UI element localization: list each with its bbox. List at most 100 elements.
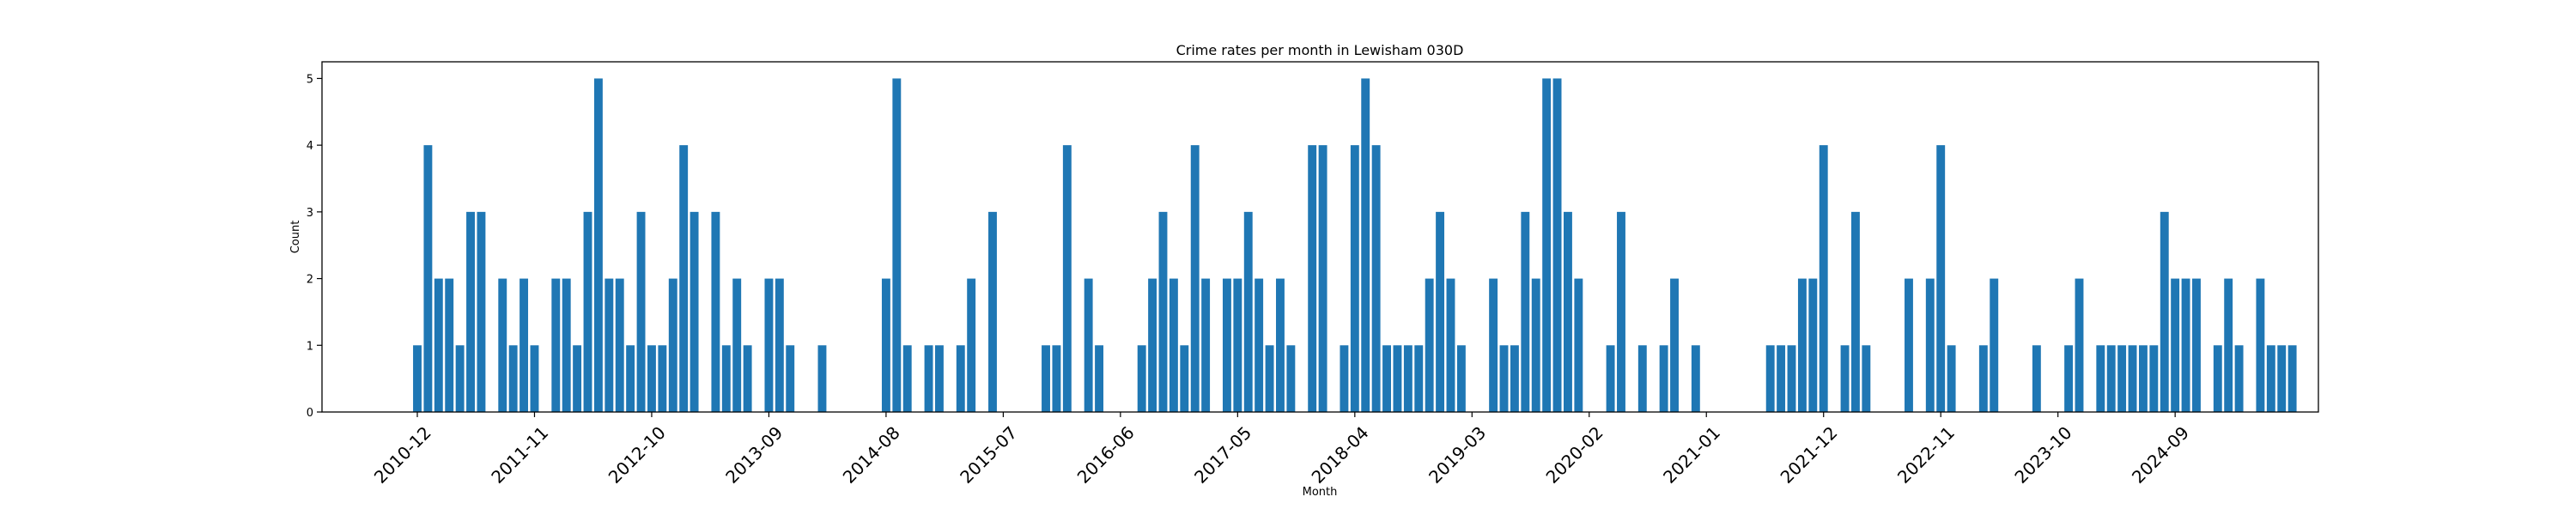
bar [626,345,635,412]
bar [1787,345,1796,412]
bar [1308,145,1317,412]
bar [477,211,486,412]
bar [1137,345,1146,412]
bar [1425,278,1434,412]
bar [2224,278,2233,412]
bar [679,145,689,412]
bar [1850,211,1860,412]
bar [1255,278,1264,412]
bar [1489,278,1498,412]
bar [743,345,752,412]
bar [1403,345,1413,412]
bar [2128,345,2137,412]
bar [498,278,507,412]
bar [583,211,592,412]
bar [1531,278,1540,412]
chart-title: Crime rates per month in Lewisham 030D [1176,42,1464,58]
x-tick-label: 2017-05 [1190,422,1255,488]
bar [2181,278,2190,412]
bar [605,278,614,412]
bar [1361,78,1370,413]
bar [1936,145,1946,412]
bar [2106,345,2116,412]
bar [423,145,433,412]
bar [775,278,784,412]
bar [573,345,582,412]
bar [721,345,731,412]
bar [1777,345,1786,412]
bar [445,278,454,412]
bar [530,345,539,412]
bar [1862,345,1871,412]
bar [1808,278,1818,412]
bar [786,345,795,412]
bar [1340,345,1349,412]
bar [1797,278,1807,412]
bar [2192,278,2201,412]
bar [1542,78,1552,413]
bar [2064,345,2074,412]
x-tick-label: 2021-12 [1777,422,1842,488]
bar [817,345,827,412]
x-tick-label: 2016-06 [1073,422,1139,488]
bar [1446,278,1455,412]
y-tick-label: 2 [307,274,313,287]
bar [1062,145,1072,412]
bar [2149,345,2159,412]
x-tick-label: 2022-11 [1893,422,1959,488]
bar [2213,345,2222,412]
bar [1169,278,1178,412]
bar [1819,145,1828,412]
x-tick-label: 2012-10 [605,422,670,488]
bar [593,78,603,413]
bar [1606,345,1615,412]
x-tick-label: 2010-12 [370,422,435,488]
x-tick-label: 2019-03 [1425,422,1490,488]
y-tick-label: 5 [307,73,313,86]
y-tick-label: 1 [307,340,313,353]
bar [1925,278,1935,412]
bar [967,278,976,412]
bar [1510,345,1519,412]
x-axis: 2010-12 2011-11 2012-10 2013-09 2014-08 2015-… [370,412,2193,488]
bar [1084,278,1093,412]
bar [1552,78,1562,413]
bar [2171,278,2180,412]
bar [1158,211,1168,412]
bar [1180,345,1189,412]
bar [892,78,902,413]
bar [519,278,529,412]
bar [1456,345,1466,412]
bar [1659,345,1668,412]
bar [1436,211,1445,412]
bar [1382,345,1391,412]
bar [647,345,656,412]
x-tick-label: 2011-11 [487,422,552,488]
bar [1286,345,1296,412]
x-tick-label: 2020-02 [1542,422,1607,488]
bar [1414,345,1424,412]
bar [2266,345,2275,412]
bar [732,278,742,412]
bar [764,278,774,412]
y-axis: 0 1 2 3 4 5 [307,73,322,420]
bar [956,345,965,412]
plot-frame [321,61,2319,413]
bar [1978,345,1988,412]
bar [1371,145,1381,412]
bar [1905,278,1913,412]
bar [1233,278,1242,412]
bar [1276,278,1285,412]
x-tick-label: 2015-07 [956,422,1021,488]
bar [1947,345,1956,412]
bar [1765,345,1775,412]
bar [1499,345,1509,412]
bar [2032,345,2041,412]
bar [658,345,667,412]
bar [434,278,443,412]
bar [1691,345,1700,412]
bar [2138,345,2148,412]
bar [1042,345,1050,412]
x-tick-label: 2014-08 [839,422,904,488]
